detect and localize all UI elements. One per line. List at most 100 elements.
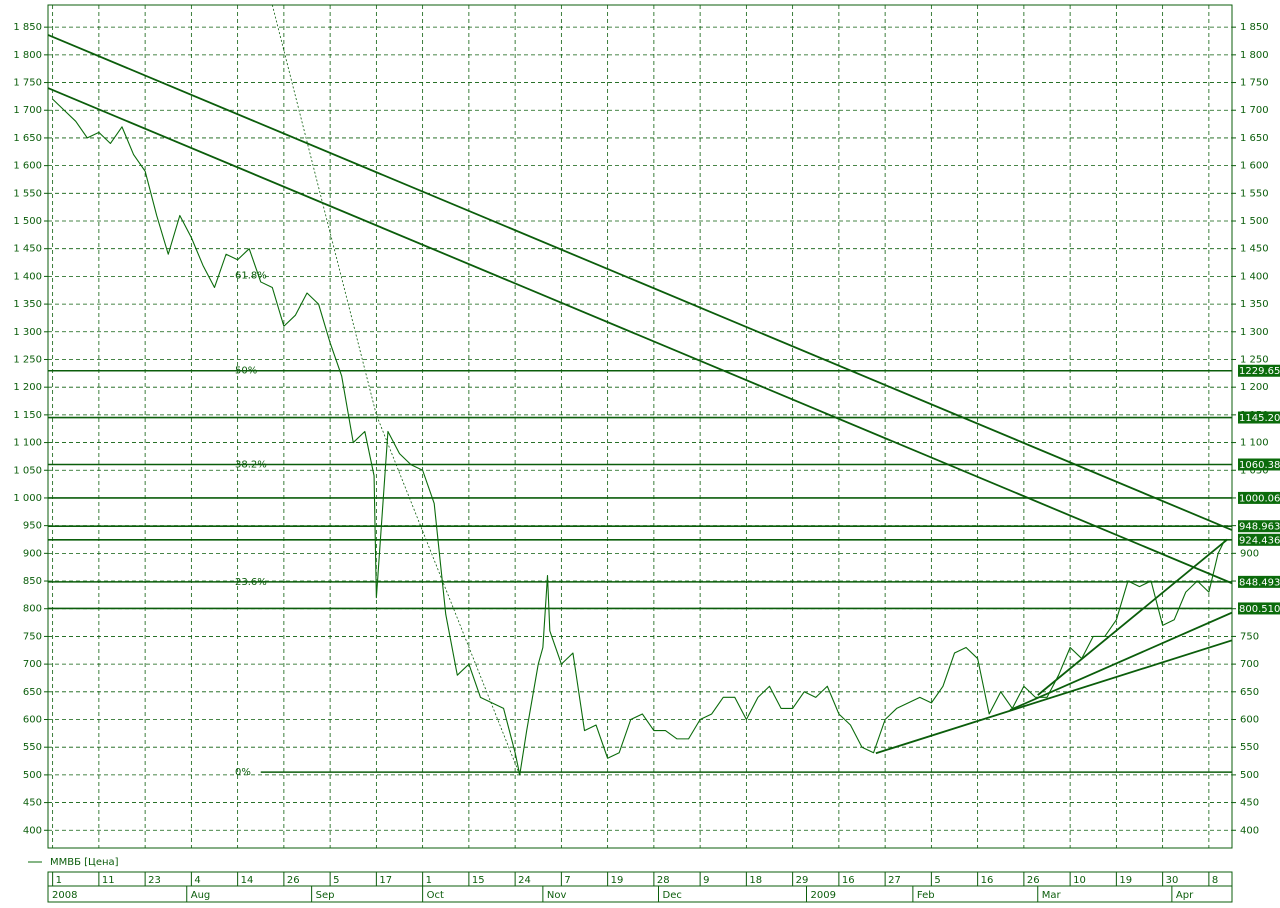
y-tick-label: 1 700 xyxy=(13,105,42,116)
month-label: 2009 xyxy=(811,890,836,901)
month-label: Dec xyxy=(663,890,682,901)
trend-line xyxy=(271,5,521,776)
y-tick-label: 1 750 xyxy=(13,78,42,89)
level-label-box xyxy=(1238,533,1280,546)
trend-line xyxy=(1037,538,1228,696)
y-tick-label: 1 150 xyxy=(13,410,42,421)
y-tick-label: 1 800 xyxy=(13,50,42,61)
x-tick-label: 24 xyxy=(518,875,531,886)
y2-tick-label: 1 500 xyxy=(1240,216,1269,227)
y-tick-label: 750 xyxy=(23,631,42,642)
x-tick-label: 17 xyxy=(379,875,392,886)
x-tick-label: 30 xyxy=(1166,875,1179,886)
x-tick-label: 5 xyxy=(934,875,940,886)
trend-line xyxy=(875,639,1232,755)
month-label: Sep xyxy=(316,890,335,901)
x-tick-label: 19 xyxy=(1119,875,1132,886)
y2-tick-label: 650 xyxy=(1240,687,1259,698)
y-tick-label: 1 550 xyxy=(13,188,42,199)
x-tick-label: 4 xyxy=(194,875,200,886)
y-tick-label: 600 xyxy=(23,715,42,726)
month-label: 2008 xyxy=(52,890,77,901)
y-tick-label: 1 100 xyxy=(13,438,42,449)
level-label: 848.493 xyxy=(1239,577,1280,588)
level-label: 1060.386 xyxy=(1239,460,1280,471)
x-tick-label: 15 xyxy=(472,875,485,886)
x-tick-label: 1 xyxy=(56,875,62,886)
y-tick-label: 1 500 xyxy=(13,216,42,227)
x-tick-label: 1 xyxy=(426,875,432,886)
level-label: 800.510 xyxy=(1239,604,1280,615)
month-label: Feb xyxy=(917,890,935,901)
level-label-box xyxy=(1238,411,1280,424)
y-tick-label: 1 600 xyxy=(13,161,42,172)
x-tick-label: 8 xyxy=(1212,875,1218,886)
y-tick-label: 1 400 xyxy=(13,271,42,282)
y2-tick-label: 1 450 xyxy=(1240,244,1269,255)
fib-label: 38.2% xyxy=(235,460,267,471)
y2-tick-label: 1 850 xyxy=(1240,22,1269,33)
y2-tick-label: 1 250 xyxy=(1240,354,1269,365)
y2-tick-label: 1 300 xyxy=(1240,327,1269,338)
y2-tick-label: 500 xyxy=(1240,770,1259,781)
y-tick-label: 700 xyxy=(23,659,42,670)
y-tick-label: 900 xyxy=(23,548,42,559)
y-tick-label: 850 xyxy=(23,576,42,587)
level-label-box xyxy=(1238,491,1280,504)
y2-tick-label: 1 700 xyxy=(1240,105,1269,116)
x-tick-label: 14 xyxy=(241,875,254,886)
y-tick-label: 1 350 xyxy=(13,299,42,310)
level-label-box xyxy=(1238,602,1280,615)
legend-label: ММВБ [Цена] xyxy=(50,857,119,868)
y-tick-label: 1 000 xyxy=(13,493,42,504)
y2-tick-label: 900 xyxy=(1240,548,1259,559)
x-tick-label: 10 xyxy=(1073,875,1086,886)
x-axis-frame xyxy=(47,871,1233,903)
fib-label: 50% xyxy=(235,366,257,377)
trend-line xyxy=(48,87,1232,585)
x-tick-label: 23 xyxy=(148,875,161,886)
level-label: 1229.659 xyxy=(1239,366,1280,377)
y-tick-label: 450 xyxy=(23,798,42,809)
plot-frame xyxy=(47,4,1233,849)
month-label: Nov xyxy=(547,890,567,901)
y2-tick-label: 450 xyxy=(1240,798,1259,809)
x-tick-label: 18 xyxy=(749,875,762,886)
plot: 61.8% 50% 38.2% 23.6% 0% xyxy=(48,5,1232,778)
x-tick-label: 27 xyxy=(888,875,901,886)
level-label: 1000.061 xyxy=(1239,493,1280,504)
y-tick-label: 550 xyxy=(23,742,42,753)
y2-tick-label: 550 xyxy=(1240,742,1259,753)
axes: 400 400 450 450 500 500 550 550 600 600 650 650 700 7… xyxy=(13,22,1280,902)
y-tick-label: 1 450 xyxy=(13,244,42,255)
x-tick-label: 11 xyxy=(102,875,115,886)
y-tick-label: 400 xyxy=(23,825,42,836)
price-line xyxy=(52,98,1226,776)
y2-tick-label: 1 050 xyxy=(1240,465,1269,476)
trend-line xyxy=(48,34,1232,531)
y2-tick-label: 600 xyxy=(1240,715,1259,726)
y2-tick-label: 700 xyxy=(1240,659,1259,670)
trend-line xyxy=(1009,611,1232,711)
x-tick-label: 16 xyxy=(842,875,855,886)
y-tick-label: 1 250 xyxy=(13,354,42,365)
x-tick-label: 26 xyxy=(1027,875,1040,886)
y-tick-label: 650 xyxy=(23,687,42,698)
level-label-box xyxy=(1238,575,1280,588)
y2-tick-label: 1 650 xyxy=(1240,133,1269,144)
y2-tick-label: 1 200 xyxy=(1240,382,1269,393)
y-tick-label: 1 850 xyxy=(13,22,42,33)
fib-label: 61.8% xyxy=(235,270,267,281)
level-label-box xyxy=(1238,458,1280,471)
y-tick-label: 800 xyxy=(23,604,42,615)
x-tick-label: 26 xyxy=(287,875,300,886)
y2-tick-label: 1 400 xyxy=(1240,271,1269,282)
month-label: Mar xyxy=(1042,890,1062,901)
month-label: Aug xyxy=(191,890,211,901)
y2-tick-label: 1 750 xyxy=(1240,78,1269,89)
month-label: Apr xyxy=(1176,890,1194,901)
y2-tick-label: 400 xyxy=(1240,825,1259,836)
y2-tick-label: 1 100 xyxy=(1240,438,1269,449)
